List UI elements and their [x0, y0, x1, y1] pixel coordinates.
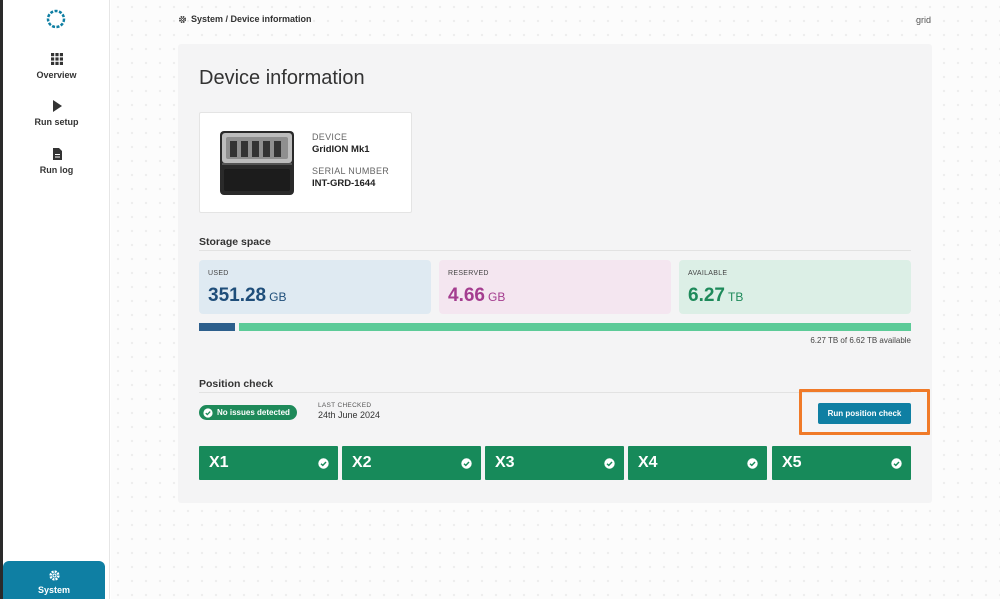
serial-number-label: SERIAL NUMBER [312, 166, 390, 176]
check-circle-icon [318, 458, 329, 469]
position-check-title: Position check [199, 378, 274, 390]
gear-icon [178, 15, 187, 23]
serial-number-value: INT-GRD-1644 [312, 178, 376, 189]
position-label: X1 [209, 454, 229, 471]
highlight-box [799, 389, 930, 435]
document-icon [52, 148, 62, 160]
available-value: 6.27 TB [688, 285, 744, 306]
reserved-value: 4.66 GB [448, 285, 506, 306]
sidebar-item-overview[interactable]: Overview [3, 52, 110, 80]
gridion-device-image [220, 131, 294, 195]
sidebar-item-label: Overview [36, 70, 77, 80]
last-checked-label: LAST CHECKED [318, 402, 372, 409]
logo-icon [46, 9, 66, 29]
position-label: X5 [782, 454, 802, 471]
divider [199, 250, 911, 251]
position-tile-x5[interactable]: X5 [772, 446, 911, 480]
position-tile-x2[interactable]: X2 [342, 446, 481, 480]
device-label: DEVICE [312, 132, 348, 142]
used-label: USED [208, 270, 229, 277]
check-circle-icon [747, 458, 758, 469]
sidebar-item-label: Run log [39, 165, 74, 175]
check-circle-icon [461, 458, 472, 469]
sidebar-item-label: Run setup [34, 117, 79, 127]
storage-summary: 6.27 TB of 6.62 TB available [810, 336, 911, 345]
check-circle-icon [891, 458, 902, 469]
divider [199, 392, 911, 393]
reserved-label: RESERVED [448, 270, 489, 277]
page-title: Device information [199, 67, 365, 89]
sidebar: Overview Run setup Run log [3, 0, 110, 599]
position-tile-x3[interactable]: X3 [485, 446, 624, 480]
user-name[interactable]: grid [916, 15, 932, 25]
status-badge: No issues detected [199, 405, 297, 420]
sidebar-item-system[interactable]: System [3, 561, 105, 599]
position-label: X3 [495, 454, 515, 471]
position-label: X2 [352, 454, 372, 471]
grid-icon [50, 53, 63, 65]
check-circle-icon [604, 458, 615, 469]
sidebar-item-run-setup[interactable]: Run setup [3, 99, 110, 127]
position-tile-x1[interactable]: X1 [199, 446, 338, 480]
storage-used-card: USED 351.28 GB [199, 260, 431, 314]
last-checked-value: 24th June 2024 [318, 410, 381, 420]
position-label: X4 [638, 454, 658, 471]
sidebar-item-label: System [37, 585, 71, 595]
storage-reserved-card: RESERVED 4.66 GB [439, 260, 671, 314]
run-position-check-button[interactable]: Run position check [818, 403, 911, 424]
status-text: No issues detected [217, 408, 290, 417]
available-label: AVAILABLE [688, 270, 728, 277]
check-circle-icon [203, 407, 213, 418]
storage-section-title: Storage space [199, 236, 271, 248]
storage-available-bar [239, 323, 911, 331]
play-icon [52, 100, 62, 112]
sidebar-item-run-log[interactable]: Run log [3, 147, 110, 175]
breadcrumb: System / Device information [178, 14, 312, 24]
used-value: 351.28 GB [208, 285, 287, 306]
position-tile-x4[interactable]: X4 [628, 446, 767, 480]
breadcrumb-text: System / Device information [191, 14, 312, 24]
window-edge [0, 0, 3, 599]
storage-used-bar [199, 323, 235, 331]
device-value: GridION Mk1 [312, 144, 370, 155]
storage-available-card: AVAILABLE 6.27 TB [679, 260, 911, 314]
device-card: DEVICE GridION Mk1 SERIAL NUMBER INT-GRD… [199, 112, 412, 213]
gear-icon [48, 570, 60, 581]
